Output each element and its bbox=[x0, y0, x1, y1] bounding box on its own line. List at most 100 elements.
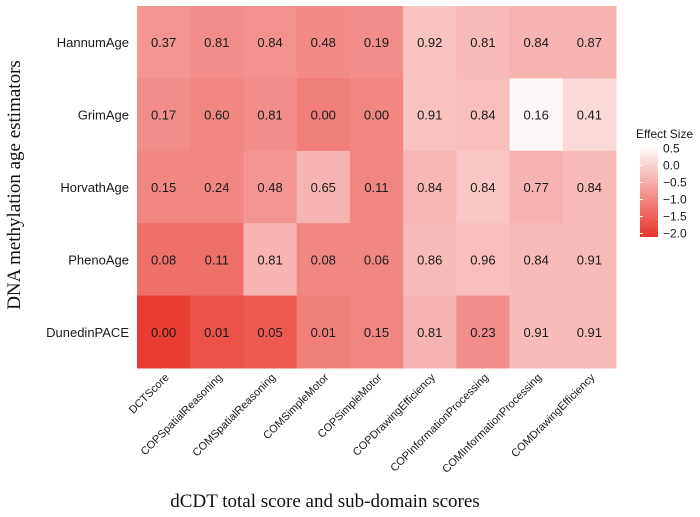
cell-value-label: 0.60 bbox=[204, 108, 229, 123]
heatmap-cell bbox=[296, 6, 351, 79]
cell-value-label: 0.01 bbox=[311, 325, 336, 340]
heatmap-cell bbox=[456, 6, 511, 79]
heatmap-cell bbox=[349, 78, 404, 152]
cell-value-label: 0.01 bbox=[204, 325, 229, 340]
heatmap-cell bbox=[190, 295, 244, 369]
cell-value-label: 0.84 bbox=[257, 35, 282, 50]
heatmap-cell bbox=[349, 295, 404, 369]
cell-value-label: 0.81 bbox=[257, 108, 282, 123]
heatmap-cell bbox=[243, 78, 298, 152]
legend-color-bar bbox=[640, 145, 658, 237]
heatmap-cell bbox=[349, 223, 404, 297]
heatmap-cell bbox=[190, 150, 244, 224]
cell-value-label: 0.00 bbox=[311, 108, 336, 123]
cell-value-label: 0.84 bbox=[524, 252, 549, 267]
x-axis-title: dCDT total score and sub-domain scores bbox=[170, 491, 479, 512]
heatmap-cell bbox=[562, 223, 617, 297]
legend-tick-label: 0.5 bbox=[663, 141, 680, 155]
heatmap-cell bbox=[403, 150, 457, 224]
cell-value-label: 0.41 bbox=[577, 108, 602, 123]
legend-tick-label: −0.5 bbox=[663, 175, 687, 189]
heatmap-cell bbox=[137, 295, 191, 369]
row-label: HorvathAge bbox=[60, 180, 129, 195]
cell-value-label: 0.11 bbox=[205, 252, 229, 267]
cell-value-label: 0.08 bbox=[151, 252, 176, 267]
legend-tick-label: 0.0 bbox=[663, 158, 680, 172]
y-axis-title: DNA methylation age estimators bbox=[4, 60, 25, 310]
heatmap-cells: 0.37 0.81 0.84 0.48 0.19 0.92 0.81 0.84 0.87 0.17… bbox=[137, 6, 617, 369]
heatmap-cell bbox=[562, 78, 617, 152]
heatmap-cell bbox=[562, 150, 617, 224]
heatmap-cell bbox=[403, 295, 457, 369]
legend-tick-label: −1.5 bbox=[663, 210, 687, 224]
cell-value-label: 0.81 bbox=[204, 35, 229, 50]
heatmap-cell bbox=[296, 150, 351, 224]
row-label: PhenoAge bbox=[68, 252, 129, 267]
cell-value-label: 0.05 bbox=[257, 325, 282, 340]
heatmap-cell bbox=[509, 223, 564, 297]
column-label: COMInformationProcessing bbox=[440, 372, 544, 476]
heatmap-cell bbox=[137, 78, 191, 152]
cell-value-label: 0.81 bbox=[470, 35, 495, 50]
heatmap-cell bbox=[509, 150, 564, 224]
heatmap-cell bbox=[456, 295, 511, 369]
legend-title: Effect Size bbox=[636, 127, 693, 141]
legend-ticks: 0.5 0.0 −0.5 −1.0 −1.5 −2.0 bbox=[640, 141, 687, 241]
heatmap-cell bbox=[296, 223, 351, 297]
cell-value-label: 0.15 bbox=[364, 325, 389, 340]
cell-value-label: 0.06 bbox=[364, 252, 389, 267]
cell-value-label: 0.08 bbox=[311, 252, 336, 267]
heatmap-cell bbox=[456, 223, 511, 297]
heatmap-cell bbox=[456, 150, 511, 224]
heatmap-cell bbox=[349, 150, 404, 224]
cell-value-label: 0.96 bbox=[470, 252, 495, 267]
heatmap-cell bbox=[456, 78, 511, 152]
heatmap-cell bbox=[190, 223, 244, 297]
heatmap-cell bbox=[137, 223, 191, 297]
column-label: COPInformationProcessing bbox=[388, 372, 491, 475]
heatmap-cell bbox=[562, 6, 617, 79]
cell-value-label: 0.81 bbox=[257, 252, 282, 267]
heatmap-cell bbox=[562, 295, 617, 369]
cell-value-label: 0.84 bbox=[577, 180, 602, 195]
heatmap-cell bbox=[243, 223, 298, 297]
row-label: DunedinPACE bbox=[46, 325, 129, 340]
column-label: DCTScore bbox=[127, 372, 172, 417]
cell-value-label: 0.91 bbox=[577, 252, 602, 267]
cell-value-label: 0.48 bbox=[257, 180, 282, 195]
legend-tick-label: −1.0 bbox=[663, 193, 687, 207]
heatmap-cell bbox=[403, 78, 457, 152]
cell-value-label: 0.91 bbox=[417, 108, 442, 123]
heatmap-cell bbox=[403, 6, 457, 79]
heatmap-cell bbox=[190, 78, 244, 152]
cell-value-label: 0.84 bbox=[524, 35, 549, 50]
cell-value-label: 0.91 bbox=[577, 325, 602, 340]
cell-value-label: 0.65 bbox=[311, 180, 336, 195]
row-label: HannumAge bbox=[57, 35, 129, 50]
heatmap-cell bbox=[296, 78, 351, 152]
cell-value-label: 0.23 bbox=[470, 325, 495, 340]
heatmap-cell bbox=[349, 6, 404, 79]
cell-value-label: 0.87 bbox=[577, 35, 602, 50]
cell-value-label: 0.92 bbox=[417, 35, 442, 50]
heatmap-cell bbox=[296, 295, 351, 369]
row-labels: HannumAge GrimAge HorvathAge PhenoAge Dunedi… bbox=[46, 35, 129, 340]
cell-value-label: 0.84 bbox=[470, 180, 495, 195]
heatmap-cell bbox=[403, 223, 457, 297]
cell-value-label: 0.19 bbox=[364, 35, 389, 50]
cell-value-label: 0.84 bbox=[417, 180, 442, 195]
cell-value-label: 0.81 bbox=[417, 325, 442, 340]
legend-tick-label: −2.0 bbox=[663, 227, 687, 241]
heatmap-cell bbox=[190, 6, 244, 79]
cell-value-label: 0.11 bbox=[364, 180, 388, 195]
row-label: GrimAge bbox=[78, 108, 129, 123]
cell-value-label: 0.00 bbox=[364, 108, 389, 123]
cell-value-label: 0.00 bbox=[151, 325, 176, 340]
legend: Effect Size 0.5 0.0 −0.5 −1.0 −1.5 −2.0 bbox=[636, 127, 693, 241]
cell-value-label: 0.37 bbox=[151, 35, 176, 50]
heatmap-cell bbox=[243, 295, 298, 369]
heatmap-cell bbox=[243, 150, 298, 224]
column-labels: DCTScoreCOPSpatialReasoningCOMSpatialRea… bbox=[127, 371, 598, 475]
cell-value-label: 0.84 bbox=[470, 108, 495, 123]
